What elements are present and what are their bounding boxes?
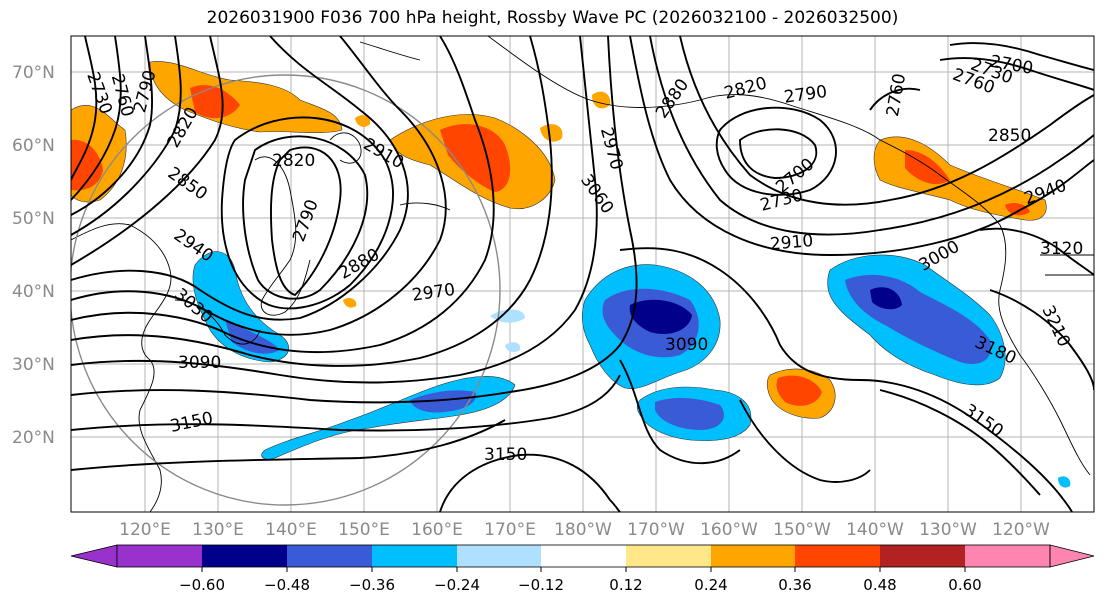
lon-tick: 130°E	[192, 520, 244, 540]
colorbar-tick: 0.24	[694, 576, 727, 594]
contour-label: 3120	[1040, 239, 1083, 259]
lon-tick: 150°W	[773, 520, 831, 540]
colorbar: −0.60 −0.48 −0.36 −0.24 −0.12 0.12 0.24 …	[70, 544, 1095, 594]
colorbar-segment	[880, 545, 965, 567]
lon-tick: 170°E	[484, 520, 536, 540]
lon-tick: 160°W	[700, 520, 758, 540]
contour-label: 3150	[484, 445, 527, 465]
negative-anomaly-regions	[192, 251, 1071, 488]
lon-tick: 120°W	[992, 520, 1050, 540]
colorbar-segment	[287, 545, 372, 567]
colorbar-segment	[795, 545, 880, 567]
lat-tick: 40°N	[12, 282, 55, 302]
colorbar-tick: 0.36	[778, 576, 811, 594]
projection-circle	[71, 74, 501, 506]
height-contours	[71, 36, 1094, 512]
colorbar-tick: −0.48	[264, 576, 310, 594]
lon-tick: 170°W	[627, 520, 685, 540]
colorbar-tick: 0.60	[948, 576, 981, 594]
contour-label: 2850	[988, 126, 1031, 146]
colorbar-extend-right	[1049, 544, 1095, 568]
lon-tick: 160°E	[411, 520, 463, 540]
lon-tick: 140°W	[846, 520, 904, 540]
colorbar-segment	[711, 545, 795, 567]
contour-label: 2820	[272, 151, 315, 171]
lat-tick: 70°N	[12, 63, 55, 83]
colorbar-segment	[457, 545, 541, 567]
lon-tick: 180°W	[554, 520, 612, 540]
longitude-axis: 120°E 130°E 140°E 150°E 160°E 170°E 180°…	[119, 520, 1050, 540]
colorbar-tick: −0.60	[179, 576, 225, 594]
lat-tick: 50°N	[12, 209, 55, 229]
lon-tick: 150°E	[338, 520, 390, 540]
lon-tick: 120°E	[119, 520, 171, 540]
contour-label: 2910	[769, 231, 814, 255]
colorbar-segment	[626, 545, 711, 567]
lat-tick: 60°N	[12, 136, 55, 156]
lon-tick: 130°W	[919, 520, 977, 540]
lat-tick: 20°N	[12, 428, 55, 448]
latitude-axis: 70°N 60°N 50°N 40°N 30°N 20°N	[12, 63, 55, 448]
colorbar-segment	[202, 545, 287, 567]
colorbar-tick: 0.12	[609, 576, 642, 594]
colorbar-segment	[372, 545, 457, 567]
colorbar-tick: −0.36	[349, 576, 395, 594]
colorbar-segment	[117, 545, 202, 567]
contour-label: 3090	[665, 335, 708, 355]
colorbar-segment	[541, 545, 626, 567]
lat-tick: 30°N	[12, 355, 55, 375]
colorbar-segment	[965, 545, 1050, 567]
contour-label: 3090	[178, 353, 221, 373]
colorbar-tick: −0.24	[434, 576, 480, 594]
lon-tick: 140°E	[265, 520, 317, 540]
colorbar-tick: 0.48	[863, 576, 896, 594]
plot-frame	[70, 35, 1095, 513]
colorbar-tick: −0.12	[518, 576, 564, 594]
chart-title: 2026031900 F036 700 hPa height, Rossby W…	[206, 8, 899, 28]
colorbar-extend-left	[70, 544, 118, 568]
colorbar-frame	[116, 544, 1051, 568]
